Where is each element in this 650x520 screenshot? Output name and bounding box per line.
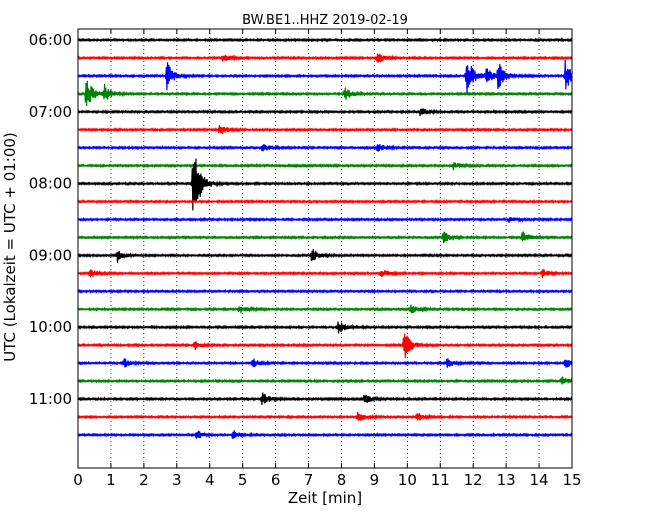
- x-tick-label: 2: [139, 471, 149, 489]
- chart-title: BW.BE1..HHZ 2019-02-19: [242, 13, 408, 28]
- trace-06:45: [77, 80, 573, 107]
- trace-09:15: [77, 268, 573, 279]
- y-tick-label: 08:00: [29, 175, 72, 193]
- x-tick-label: 12: [464, 471, 483, 489]
- x-axis-ticks: 0 1 2 3 4 5 6 7 8 9 10 11 12 13 14 15: [73, 29, 582, 489]
- trace-06:00: [77, 37, 573, 43]
- y-tick-label: 11:00: [29, 390, 72, 408]
- trace-07:30: [77, 143, 573, 152]
- x-tick-label: 10: [398, 471, 417, 489]
- trace-09:30: [77, 288, 573, 294]
- trace-08:45: [77, 231, 573, 244]
- trace-11:00: [77, 392, 573, 405]
- x-tick-label: 8: [337, 471, 347, 489]
- x-axis-label: Zeit [min]: [288, 489, 362, 507]
- plot-frame: [77, 28, 573, 469]
- trace-07:15: [77, 125, 573, 135]
- trace-10:15: [77, 333, 573, 358]
- x-tick-label: 9: [370, 471, 380, 489]
- x-tick-label: 6: [271, 471, 281, 489]
- x-tick-label: 13: [497, 471, 516, 489]
- x-tick-label: 0: [73, 471, 83, 489]
- y-axis-label: UTC (Lokalzeit = UTC + 01:00): [1, 132, 19, 362]
- seismic-traces: [77, 37, 573, 439]
- trace-09:00: [77, 248, 573, 263]
- trace-09:45: [77, 304, 573, 314]
- trace-10:00: [77, 321, 573, 334]
- trace-06:30: [77, 59, 573, 94]
- trace-08:30: [77, 216, 573, 224]
- x-tick-label: 11: [431, 471, 450, 489]
- y-tick-label: 06:00: [29, 31, 72, 49]
- x-tick-label: 7: [304, 471, 314, 489]
- y-tick-label: 09:00: [29, 246, 72, 264]
- x-tick-label: 3: [172, 471, 182, 489]
- y-tick-label: 10:00: [29, 318, 72, 336]
- trace-11:30: [77, 430, 573, 439]
- trace-11:15: [77, 411, 573, 421]
- trace-08:00: [77, 158, 573, 211]
- trace-07:00: [77, 108, 573, 117]
- trace-10:45: [77, 376, 573, 385]
- trace-10:30: [77, 358, 573, 368]
- x-tick-label: 1: [106, 471, 116, 489]
- x-tick-label: 14: [530, 471, 549, 489]
- trace-06:15: [77, 53, 573, 63]
- y-axis-ticks: 06:00 07:00 08:00 09:00 10:00 11:00: [29, 31, 572, 408]
- x-tick-label: 5: [238, 471, 248, 489]
- y-tick-label: 07:00: [29, 103, 72, 121]
- x-tick-label: 15: [562, 471, 581, 489]
- trace-07:45: [77, 162, 573, 171]
- x-tick-label: 4: [205, 471, 215, 489]
- trace-08:15: [77, 198, 573, 205]
